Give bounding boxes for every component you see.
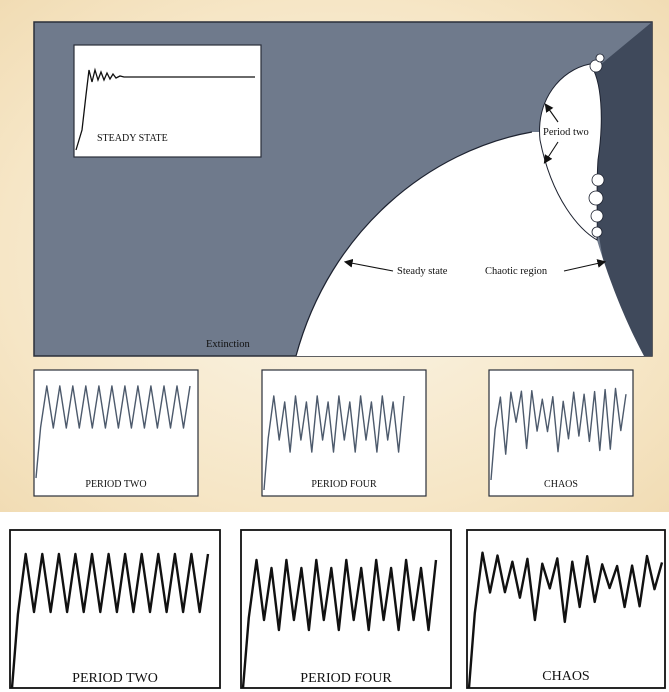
period-bubble [590,209,604,223]
period-two-panel-label: PERIOD TWO [85,479,146,490]
scan-chaos-label: CHAOS [542,669,589,684]
scan-period-four-panel [240,529,452,689]
period-bubble [591,173,605,187]
steady-state-inset-label: STEADY STATE [97,133,168,144]
steady-state-label: Steady state [397,266,448,277]
period-bubble [591,226,603,238]
chaos-panel-label: CHAOS [544,479,578,490]
period-bubble [595,53,605,63]
oscillation-line [467,551,664,689]
oscillation-line [263,395,405,491]
oscillation-line [241,558,438,689]
steady-state-inset [73,44,262,158]
steady-state-arrow [343,258,394,272]
chaotic-region-fill [594,22,652,356]
period-four-panel-label: PERIOD FOUR [311,479,377,490]
scan-period-two-label: PERIOD TWO [72,671,158,686]
chaos-trace [490,387,627,481]
period-two-panel [33,369,199,497]
scan-period-two-trace [10,552,210,689]
steady-state-boundary [295,131,533,357]
scan-period-four-trace [241,558,438,689]
scan-period-two-panel [9,529,221,689]
scan-chaos-trace [467,551,664,689]
period-bubble [589,59,603,73]
chaotic-region-arrow [563,259,607,272]
period-two-trace [35,385,191,479]
oscillation-line [35,385,191,479]
period-four-trace [263,395,405,491]
extinction-label: Extinction [206,339,250,350]
chaotic-region-label: Chaotic region [485,266,548,277]
scanned-figure-panels: PERIOD TWO PERIOD FOUR CHAOS [9,529,666,689]
oscillation-line [490,387,627,481]
period-two-region [539,63,602,241]
period-bubble [588,190,604,206]
bifurcation-diagram: Extinction Steady state Chaotic region P… [33,21,653,497]
period-two-arrow-up [544,103,559,123]
oscillation-line [10,552,210,689]
scan-period-four-label: PERIOD FOUR [300,671,392,686]
steady-state-trace [75,67,255,151]
colored-figure-panel: Extinction Steady state Chaotic region P… [0,0,669,512]
period-two-label: Period two [543,127,589,138]
period-two-arrow-down [543,141,559,164]
